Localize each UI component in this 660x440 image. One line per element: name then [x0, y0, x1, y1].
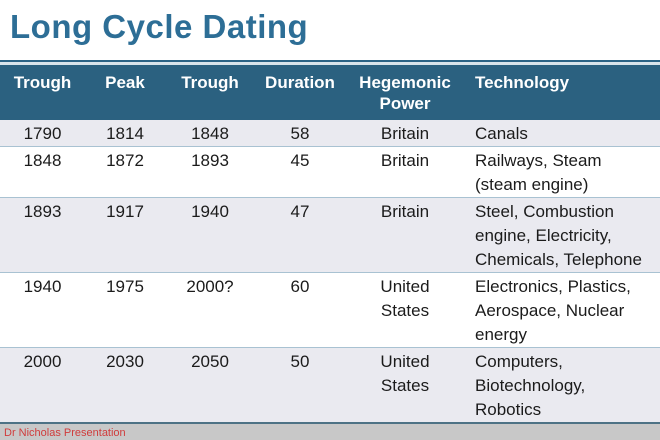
column-header-peak: Peak — [85, 65, 165, 120]
cell-trough-first: 1790 — [0, 120, 85, 147]
column-header-trough-first: Trough — [0, 65, 85, 120]
cell-trough-second: 2000? — [165, 272, 255, 348]
cell-technology: Railways, Steam (steam engine) — [465, 146, 660, 198]
title-area: Long Cycle Dating — [0, 0, 660, 60]
footer-credit: Dr Nicholas Presentation — [4, 427, 126, 439]
cell-duration: 47 — [255, 197, 345, 273]
cell-trough-first: 2000 — [23, 352, 62, 371]
cell-peak: 2030 — [106, 352, 144, 371]
cell-trough-second: 1940 — [165, 197, 255, 273]
cell-hegemonic-power: Britain — [345, 146, 465, 198]
cell-hegemonic-power: United States — [380, 352, 430, 395]
column-header-duration: Duration — [255, 65, 345, 120]
cell-peak: 1814 — [85, 120, 165, 147]
cell-duration: 60 — [255, 272, 345, 348]
title-divider-highlight — [0, 62, 660, 65]
cell-trough-first: 1893 — [0, 197, 85, 273]
table-header-row: Trough Peak Trough Duration Hegemonic Po… — [0, 65, 660, 120]
column-header-technology: Technology — [465, 65, 660, 120]
cell-trough-second: 1893 — [165, 146, 255, 198]
table-row: 2000 2030 2050 50 United States Computer… — [0, 347, 660, 422]
column-header-hegemonic-power: Hegemonic Power — [345, 65, 465, 120]
cell-technology: Canals — [465, 120, 660, 147]
cell-hegemonic-power: United States — [345, 272, 465, 348]
table-row: 1893 1917 1940 47 Britain Steel, Combust… — [0, 197, 660, 273]
cell-duration: 50 — [290, 352, 310, 371]
cell-trough-first: 1940 — [0, 272, 85, 348]
table-row: 1790 1814 1848 58 Britain Canals — [0, 120, 660, 147]
column-header-trough-second: Trough — [165, 65, 255, 120]
cell-hegemonic-power: Britain — [345, 120, 465, 147]
cell-peak: 1975 — [85, 272, 165, 348]
long-cycle-table: Trough Peak Trough Duration Hegemonic Po… — [0, 65, 660, 422]
cell-peak: 1872 — [85, 146, 165, 198]
page-title: Long Cycle Dating — [10, 8, 309, 45]
cell-technology: Electronics, Plastics, Aerospace, Nuclea… — [465, 272, 660, 348]
footer-bar: Dr Nicholas Presentation — [0, 422, 660, 440]
cell-technology: Computers, Biotechnology, Robotics — [475, 352, 586, 419]
cell-hegemonic-power: Britain — [345, 197, 465, 273]
table-row: 1940 1975 2000? 60 United States Electro… — [0, 272, 660, 348]
cell-duration: 58 — [255, 120, 345, 147]
cell-peak: 1917 — [85, 197, 165, 273]
cell-technology: Steel, Combustion engine, Electricity, C… — [465, 197, 660, 273]
cell-trough-second: 1848 — [165, 120, 255, 147]
cell-trough-first: 1848 — [0, 146, 85, 198]
title-divider — [0, 60, 660, 62]
cell-trough-second: 2050 — [191, 352, 229, 371]
table-row: 1848 1872 1893 45 Britain Railways, Stea… — [0, 146, 660, 198]
cell-duration: 45 — [255, 146, 345, 198]
